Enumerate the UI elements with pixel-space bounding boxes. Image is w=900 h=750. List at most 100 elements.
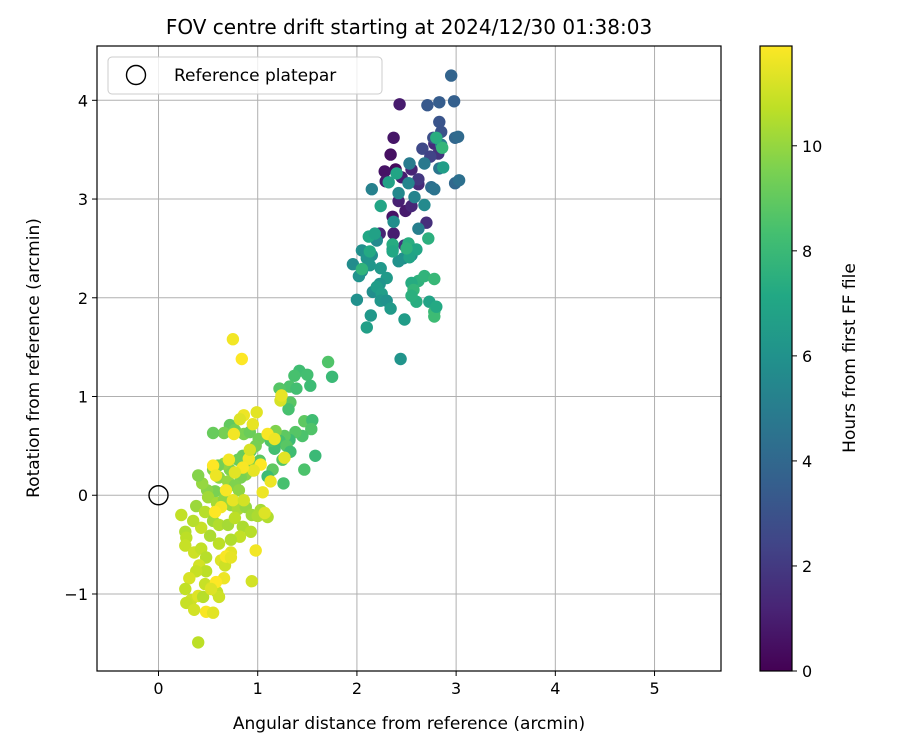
reference-platepar-marker — [148, 485, 169, 506]
scatter-point — [192, 636, 205, 649]
scatter-point — [201, 491, 215, 504]
scatter-point — [226, 333, 240, 346]
scatter-point — [183, 572, 196, 585]
scatter-point — [208, 505, 222, 519]
scatter-point — [430, 300, 443, 313]
scatter-point — [398, 313, 411, 326]
scatter-point — [275, 389, 288, 402]
scatter-point — [360, 321, 373, 334]
legend-marker-open-circle — [125, 64, 147, 86]
scatter-point — [179, 539, 192, 552]
scatter-point — [447, 95, 461, 108]
scatter-point — [290, 382, 303, 395]
chart-title: FOV centre drift starting at 2024/12/30 … — [166, 15, 652, 39]
scatter-point — [374, 262, 387, 275]
colorbar-tick-label: 0 — [802, 662, 812, 681]
scatter-point — [232, 484, 246, 497]
scatter-point — [364, 309, 377, 322]
scatter-point — [436, 141, 449, 154]
colorbar: 0 2 4 6 8 10 Hours from first FF file — [759, 45, 860, 681]
scatter-point — [250, 406, 263, 419]
scatter-point — [258, 506, 271, 520]
scatter-point — [384, 148, 397, 161]
x-tick-label: 1 — [253, 679, 263, 698]
scatter-point — [378, 165, 391, 178]
scatter-point — [382, 176, 395, 189]
scatter-point — [428, 272, 441, 286]
colorbar-tick-label: 6 — [802, 347, 812, 366]
legend-entry-label: Reference platepar — [174, 66, 336, 86]
scatter-point — [422, 232, 435, 245]
colorbar-tick-label: 4 — [802, 452, 812, 471]
scatter-point — [233, 413, 247, 426]
scatter-point — [206, 606, 220, 619]
y-axis-label: Rotation from reference (arcmin) — [24, 218, 44, 498]
y-tick-label: 1 — [78, 388, 88, 407]
scatter-point — [301, 368, 314, 381]
scatter-point — [418, 157, 431, 170]
y-tick-label: 0 — [78, 486, 88, 505]
scatter-point — [222, 453, 236, 466]
scatter-point — [355, 262, 369, 276]
scatter-point — [237, 494, 250, 507]
scatter-point — [387, 227, 400, 240]
scatter-point — [179, 582, 192, 596]
scatter-point — [392, 255, 405, 268]
scatter-point — [209, 469, 223, 482]
scatter-point — [405, 289, 418, 302]
scatter-point — [212, 537, 226, 550]
colorbar-gradient — [760, 46, 792, 671]
scatter-point — [243, 443, 256, 456]
scatter-point — [196, 590, 210, 604]
scatter-point — [190, 499, 203, 513]
scatter-point — [400, 242, 413, 255]
scatter-point — [418, 269, 431, 283]
x-tick-label: 2 — [352, 679, 362, 698]
scatter-point — [268, 432, 281, 446]
scatter-point — [298, 463, 311, 476]
scatter-point — [198, 505, 212, 519]
scatter-point — [433, 96, 446, 109]
scatter-point — [428, 183, 441, 196]
y-tick-label: 4 — [78, 91, 88, 110]
x-axis-ticks: 0 1 2 3 4 5 — [153, 671, 660, 698]
scatter-point — [394, 352, 407, 366]
scatter-point — [206, 459, 220, 472]
scatter-point — [365, 183, 378, 196]
scatter-point — [368, 227, 381, 240]
scatter-point — [393, 98, 406, 111]
scatter-point — [235, 352, 248, 366]
scatter-points — [175, 69, 466, 649]
y-tick-label: −1 — [64, 585, 88, 604]
scatter-point — [374, 199, 387, 213]
scatter-point — [386, 245, 399, 258]
x-tick-label: 3 — [451, 679, 461, 698]
scatter-point — [412, 222, 425, 235]
scatter-point — [226, 494, 240, 507]
scatter-point — [278, 451, 291, 464]
scatter-point — [363, 245, 376, 258]
legend-box — [107, 56, 383, 95]
scatter-point — [350, 293, 364, 306]
x-tick-label: 0 — [153, 679, 163, 698]
scatter-point — [188, 603, 201, 616]
colorbar-ticks: 0 2 4 6 8 10 — [792, 137, 822, 681]
scatter-point — [206, 426, 220, 440]
scatter-point — [224, 533, 238, 546]
scatter-point — [224, 551, 238, 564]
plot-frame — [96, 45, 722, 672]
scatter-point — [244, 525, 257, 538]
scatter-point — [305, 422, 318, 436]
scatter-point — [428, 310, 441, 323]
scatter-point — [452, 174, 466, 187]
x-tick-label: 5 — [649, 679, 659, 698]
colorbar-tick-label: 8 — [802, 242, 812, 261]
scatter-point — [387, 131, 400, 144]
scatter-point — [228, 511, 242, 525]
scatter-point — [325, 370, 339, 383]
scatter-point — [430, 131, 443, 144]
scatter-point — [212, 518, 226, 532]
scatter-point — [228, 466, 242, 479]
